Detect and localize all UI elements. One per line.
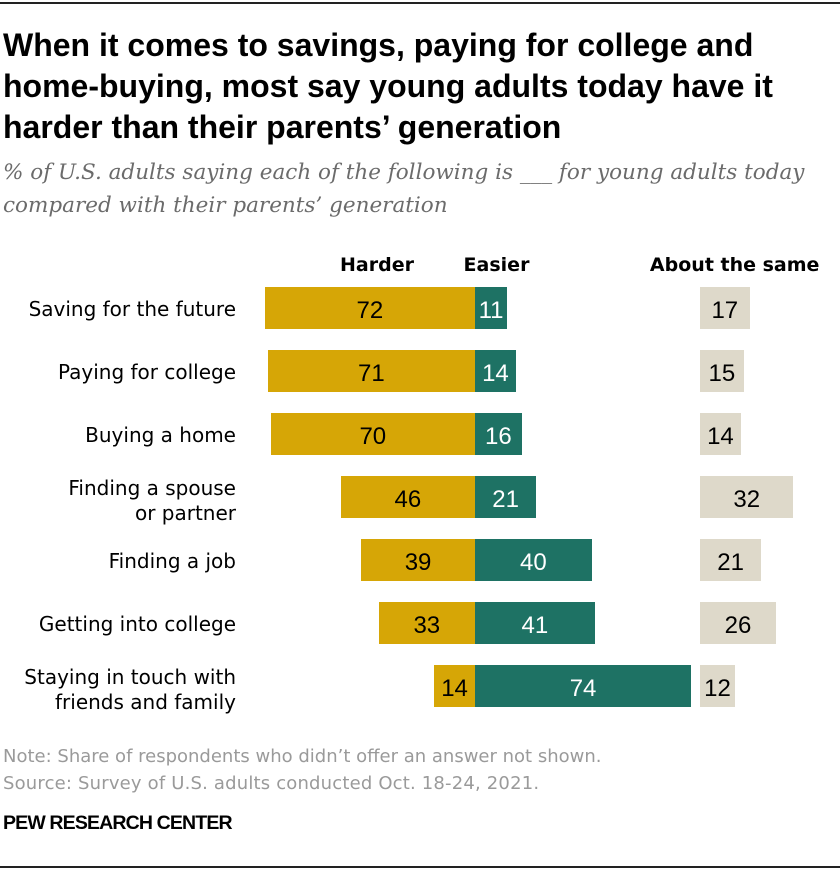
chart-source: Source: Survey of U.S. adults conducted … bbox=[3, 772, 540, 794]
easier-value: 74 bbox=[569, 674, 597, 702]
harder-bar: 72 bbox=[264, 287, 475, 329]
column-header-harder: Harder bbox=[340, 254, 414, 277]
harder-bar: 39 bbox=[361, 539, 475, 581]
column-header-easier: Easier bbox=[463, 254, 530, 277]
harder-value: 46 bbox=[394, 485, 422, 513]
chart-subtitle: % of U.S. adults saying each of the foll… bbox=[3, 157, 804, 222]
easier-bar: 14 bbox=[475, 350, 516, 392]
title-line-3: harder than their parents’ generation bbox=[3, 108, 562, 145]
category-label: Paying for college bbox=[57, 359, 236, 384]
harder-bar: 70 bbox=[270, 413, 475, 455]
easier-value: 14 bbox=[482, 359, 509, 387]
same-value: 26 bbox=[724, 611, 752, 639]
harder-value: 14 bbox=[441, 674, 468, 702]
harder-value: 33 bbox=[413, 611, 441, 639]
same-bar: 12 bbox=[700, 665, 736, 707]
same-bar: 14 bbox=[700, 413, 741, 455]
harder-bar: 33 bbox=[378, 602, 475, 644]
same-value: 12 bbox=[704, 674, 731, 702]
category-label: Getting into college bbox=[38, 611, 236, 636]
subtitle-line-2: compared with their parents’ generation bbox=[3, 192, 448, 218]
top-rule bbox=[0, 2, 840, 4]
harder-bar: 14 bbox=[434, 665, 475, 707]
easier-bar: 41 bbox=[475, 602, 595, 644]
subtitle-line-1: % of U.S. adults saying each of the foll… bbox=[3, 160, 805, 185]
harder-bar: 46 bbox=[340, 476, 475, 518]
harder-value: 72 bbox=[356, 296, 384, 324]
same-bar: 21 bbox=[700, 539, 762, 581]
easier-value: 11 bbox=[478, 296, 504, 324]
easier-value: 16 bbox=[485, 422, 512, 450]
same-value: 21 bbox=[717, 548, 744, 576]
category-label: Buying a home bbox=[85, 422, 236, 447]
bottom-rule bbox=[0, 866, 840, 868]
harder-bar: 71 bbox=[267, 350, 475, 392]
easier-bar: 40 bbox=[475, 539, 592, 581]
same-value: 14 bbox=[707, 422, 734, 450]
easier-bar: 16 bbox=[475, 413, 522, 455]
easier-bar: 11 bbox=[475, 287, 508, 329]
title-line-2: home-buying, most say young adults today… bbox=[3, 67, 773, 104]
same-bar: 15 bbox=[700, 350, 744, 392]
easier-value: 21 bbox=[492, 485, 519, 513]
easier-value: 40 bbox=[520, 548, 547, 576]
easier-bar: 21 bbox=[475, 476, 537, 518]
easier-value: 41 bbox=[521, 611, 549, 639]
harder-value: 71 bbox=[357, 359, 385, 387]
same-value: 15 bbox=[708, 359, 736, 387]
brand-label: PEW RESEARCH CENTER bbox=[3, 812, 233, 835]
same-value: 17 bbox=[711, 296, 739, 324]
chart-title: When it comes to savings, paying for col… bbox=[3, 25, 773, 148]
same-bar: 26 bbox=[700, 602, 776, 644]
harder-value: 39 bbox=[404, 548, 432, 576]
column-header-about-the-same: About the same bbox=[649, 254, 820, 277]
category-label: Saving for the future bbox=[28, 296, 236, 321]
category-label: Finding a job bbox=[108, 548, 236, 573]
harder-value: 70 bbox=[359, 422, 387, 450]
category-label: Finding a spouse or partner bbox=[68, 476, 236, 525]
easier-bar: 74 bbox=[475, 665, 692, 707]
same-value: 32 bbox=[733, 485, 761, 513]
same-bar: 17 bbox=[700, 287, 750, 329]
chart-note: Note: Share of respondents who didn’t of… bbox=[3, 746, 602, 767]
category-label: Staying in touch with friends and family bbox=[24, 665, 236, 714]
same-bar: 32 bbox=[700, 476, 794, 518]
title-line-1: When it comes to savings, paying for col… bbox=[3, 26, 754, 63]
